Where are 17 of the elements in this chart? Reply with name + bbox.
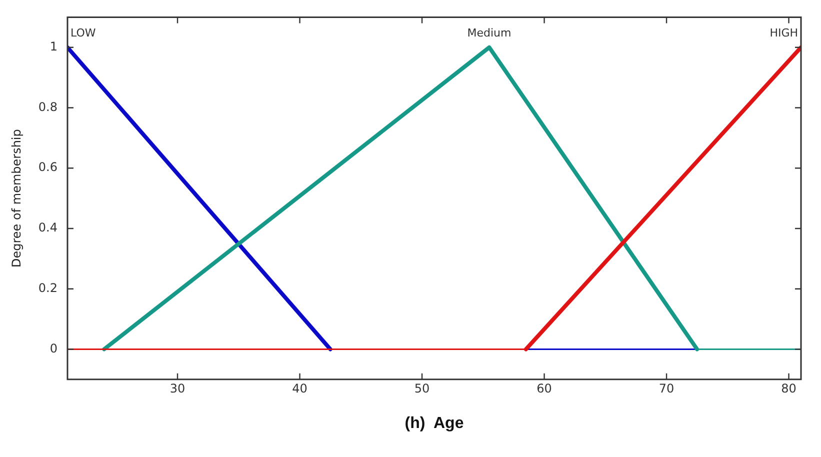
y-tick-label: 0.2 [38,280,58,295]
y-tick-label: 0.4 [38,220,58,235]
x-axis-title: (h) Age [404,414,464,432]
x-tick-label: 30 [170,382,186,396]
y-tick-label: 0 [50,341,58,356]
y-tick-label: 0.6 [38,160,58,174]
series-label: LOW [70,26,96,40]
series-label: Medium [467,26,512,40]
y-axis-title: Degree of membership [9,129,24,268]
x-tick-label: 80 [781,382,796,396]
x-tick-label: 60 [536,382,552,396]
x-tick-label: 40 [292,382,308,396]
x-tick-label: 50 [414,382,430,396]
y-tick-label: 1 [50,40,58,54]
x-tick-label: 70 [658,382,674,396]
y-tick-label: 0.8 [38,100,58,114]
series-label: HIGH [770,26,798,40]
